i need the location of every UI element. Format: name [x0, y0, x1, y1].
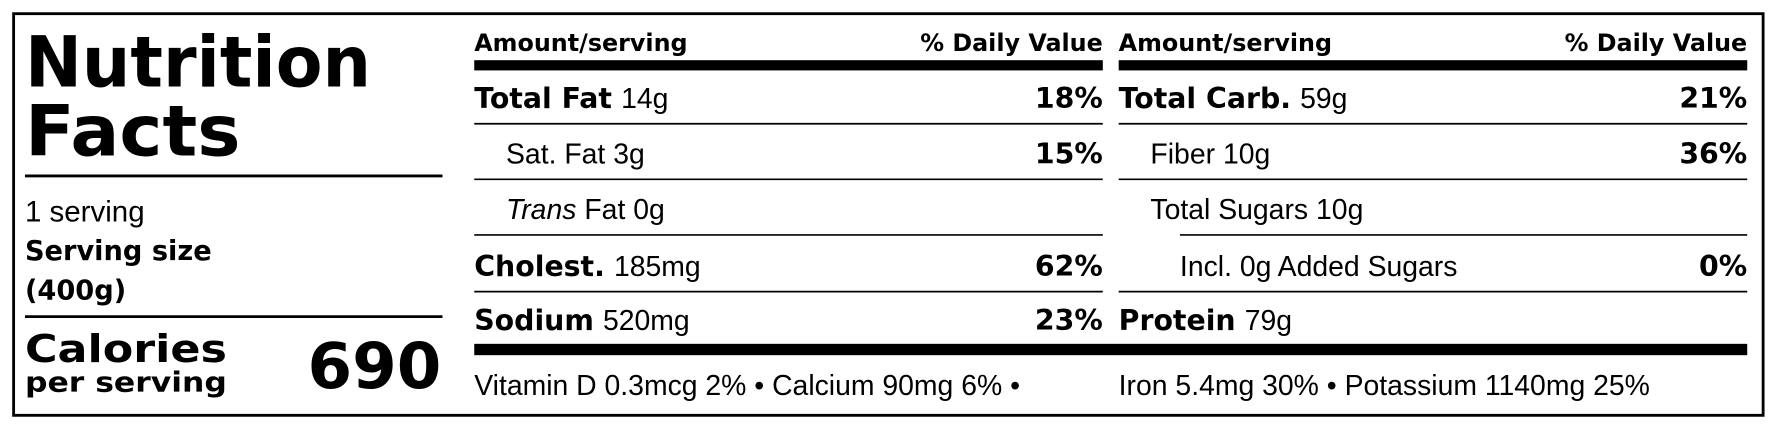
daily-value: 62% — [1035, 250, 1103, 283]
nutrient: Total Sugars 10g — [1150, 194, 1363, 226]
nutrient-name: Cholest. — [474, 250, 605, 283]
nutrient-amount: 520mg — [603, 305, 690, 337]
nutrient-name: Total Sugars — [1150, 194, 1308, 226]
nutrient: Fiber 10g — [1150, 138, 1270, 170]
servings: 1 serving — [25, 195, 145, 228]
nutrient: Total Carb. 59g — [1119, 82, 1348, 115]
calories-sublabel: per serving — [25, 367, 227, 398]
nutrient-name: Sodium — [474, 304, 594, 337]
calories-value: 690 — [307, 329, 441, 403]
footer: Vitamin D 0.3mcg 2% • Calcium 90mg 6% • — [474, 370, 1020, 402]
daily-value: 21% — [1679, 82, 1747, 115]
footer: Iron 5.4mg 30% • Potassium 1140mg 25% — [1119, 370, 1650, 402]
nutrient-name: Fat — [584, 194, 625, 226]
nutrient-name-italic: Trans — [506, 194, 576, 226]
nutrient-name: Total Carb. — [1119, 82, 1291, 115]
nutrient-name: Fiber — [1150, 138, 1215, 170]
daily-value: 18% — [1035, 82, 1103, 115]
thick-rule — [474, 60, 1103, 71]
nutrient-name: Protein — [1119, 304, 1236, 337]
nutrient: Sat. Fat 3g — [506, 138, 645, 170]
nutrient: Total Fat 14g — [474, 82, 668, 115]
nutrient: Protein 79g — [1119, 304, 1292, 337]
nutrient-name: Total Fat — [474, 82, 612, 115]
header-amount: Amount/serving — [1119, 29, 1332, 57]
nutrient: Sodium 520mg — [474, 304, 689, 337]
thick-rule — [474, 343, 1748, 356]
serving-size: (400g) — [25, 276, 126, 307]
nutrient-amount: 59g — [1300, 83, 1347, 115]
header-amount: Amount/serving — [474, 29, 687, 57]
nutrient: Trans Fat 0g — [506, 194, 665, 226]
nutrient-amount: 10g — [1316, 194, 1363, 226]
title: Nutrition — [25, 21, 371, 103]
nutrient-amount: 3g — [613, 138, 645, 170]
thick-rule — [1118, 60, 1748, 71]
nutrient-amount: 79g — [1245, 305, 1292, 337]
nutrient-amount: 14g — [621, 83, 668, 115]
calories-label: Calories — [25, 327, 227, 372]
nutrient: Cholest. 185mg — [474, 250, 700, 283]
header-dv: % Daily Value — [920, 29, 1103, 57]
daily-value: 15% — [1035, 137, 1103, 170]
nutrient-name: Sat. Fat — [506, 138, 605, 170]
title: Facts — [25, 91, 241, 173]
daily-value: 36% — [1679, 137, 1747, 170]
nutrient-amount: 10g — [1223, 138, 1270, 170]
serving-size: Serving size — [25, 236, 212, 267]
daily-value: 23% — [1035, 304, 1103, 337]
nutrient-amount: 185mg — [614, 251, 701, 283]
nutrient-name: Incl. 0g Added Sugars — [1180, 251, 1458, 283]
header-dv: % Daily Value — [1565, 29, 1748, 57]
daily-value: 0% — [1699, 250, 1747, 283]
nutrient-amount: 0g — [633, 194, 665, 226]
